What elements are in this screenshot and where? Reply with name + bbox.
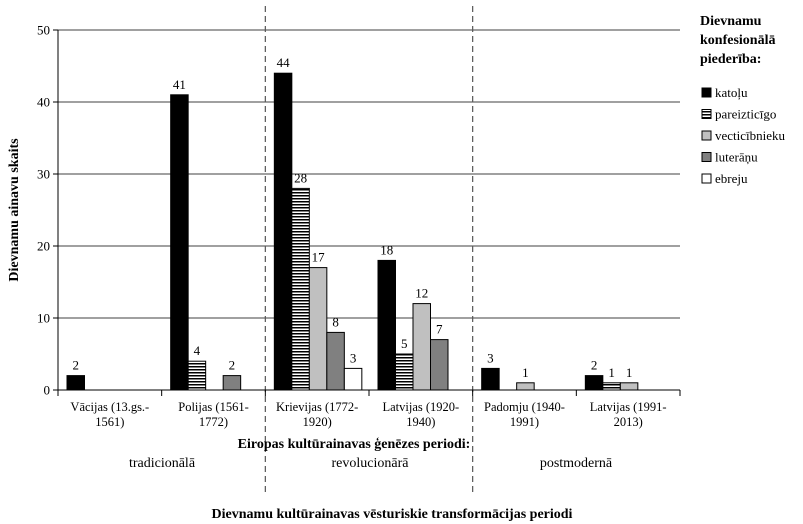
period-label-tradicionala: tradicionālā	[129, 456, 196, 471]
legend-label: katoļu	[715, 85, 748, 100]
data-label: 2	[229, 358, 236, 373]
data-label: 18	[380, 242, 393, 257]
legend-title: Dievnamu	[700, 14, 762, 29]
y-tick-label: 40	[37, 95, 50, 110]
data-label: 1	[608, 365, 615, 380]
period-label-revolucionara: revolucionārā	[332, 456, 410, 471]
legend-swatch-vecticībnieku	[701, 130, 712, 141]
x-axis-title: Eiropas kultūrainavas ģenēzes periodi:	[238, 436, 471, 452]
period-label-postmoderna: postmodernā	[540, 456, 613, 471]
bar-ebreju	[343, 367, 363, 391]
bar-pareizticīgo	[395, 353, 414, 391]
bar-luterāņu	[222, 375, 242, 391]
data-label: 44	[277, 55, 291, 70]
x-category-label: 1940)	[406, 415, 435, 429]
titles: Dievnamu ainavu skaits Eiropas kultūrain…	[7, 138, 613, 522]
legend-label: vecticībnieku	[715, 128, 786, 143]
bar-katoļu	[377, 259, 396, 391]
x-category-label: Polijas (1561-	[178, 400, 248, 414]
bar-pareizticīgo	[602, 382, 621, 391]
x-category-label: Latvijas (1991-	[590, 400, 667, 414]
y-axis-title: Dievnamu ainavu skaits	[7, 138, 22, 282]
legend-swatch-pareizticīgo	[701, 109, 712, 119]
bar-pareizticīgo	[187, 360, 207, 391]
y-tick-label: 20	[37, 239, 50, 254]
x-category-label: Latvijas (1920-	[382, 400, 459, 414]
x-category-label: 1920)	[303, 415, 332, 429]
legend-swatch-luterāņu	[701, 152, 712, 162]
legend-label: ebreju	[715, 171, 748, 186]
bar-vecticībnieku	[619, 382, 639, 391]
bar-pareizticīgo	[291, 187, 310, 391]
data-label: 28	[294, 170, 307, 185]
legend-label: pareizticīgo	[715, 107, 776, 122]
bar-katoļu	[170, 94, 189, 391]
legend-swatch-ebreju	[701, 173, 712, 184]
data-label: 41	[173, 77, 186, 92]
data-label: 4	[194, 343, 201, 358]
data-label: 12	[415, 286, 428, 301]
gridlines	[58, 29, 680, 319]
y-tick-label: 0	[44, 383, 51, 398]
data-label: 1	[626, 365, 633, 380]
x-category-label: Padomju (1940-	[484, 400, 565, 414]
data-label: 3	[487, 350, 494, 365]
y-tick-label: 30	[37, 167, 50, 182]
y-tick-label: 50	[37, 23, 50, 38]
axes: 0 10 20 30 40 50 Vācijas (13.gs.-1561) Polijas …	[37, 23, 681, 429]
bar-katoļu	[273, 72, 293, 391]
bottom-title: Dievnamu kultūrainavas vēsturiskie trans…	[212, 507, 573, 522]
y-tick-label: 10	[37, 311, 50, 326]
data-label: 2	[591, 358, 598, 373]
data-label: 7	[436, 322, 443, 337]
data-label: 5	[401, 336, 408, 351]
legend-label: luterāņu	[715, 150, 758, 165]
bar-katoļu	[584, 375, 604, 391]
x-category-label: 2013)	[614, 415, 643, 429]
legend-title: konfesionālā	[700, 33, 775, 48]
bar-vecticībnieku	[308, 267, 328, 391]
x-category-label: 1772)	[199, 415, 228, 429]
bar-vecticībnieku	[516, 382, 535, 391]
bar-vecticībnieku	[412, 303, 431, 391]
x-category-label: Krievijas (1772-	[276, 400, 358, 414]
data-label: 2	[73, 358, 80, 373]
legend-swatch-katoļu	[701, 87, 712, 98]
bars	[66, 72, 639, 391]
legend-title: piederība:	[700, 52, 761, 67]
bar-katoļu	[66, 375, 85, 391]
x-category-label: 1991)	[510, 415, 539, 429]
data-label: 1	[522, 365, 529, 380]
period-separators	[264, 6, 474, 492]
data-label: 17	[312, 250, 326, 265]
x-category-label: Vācijas (13.gs.-	[70, 400, 149, 414]
legend: Dievnamu konfesionālā piederība: katoļu pare…	[700, 14, 786, 186]
data-label: 8	[332, 314, 339, 329]
x-category-label: 1561)	[95, 415, 124, 429]
bar-luterāņu	[326, 331, 345, 391]
bar-katoļu	[481, 367, 500, 391]
bar-luterāņu	[430, 339, 449, 391]
data-label: 3	[350, 350, 357, 365]
